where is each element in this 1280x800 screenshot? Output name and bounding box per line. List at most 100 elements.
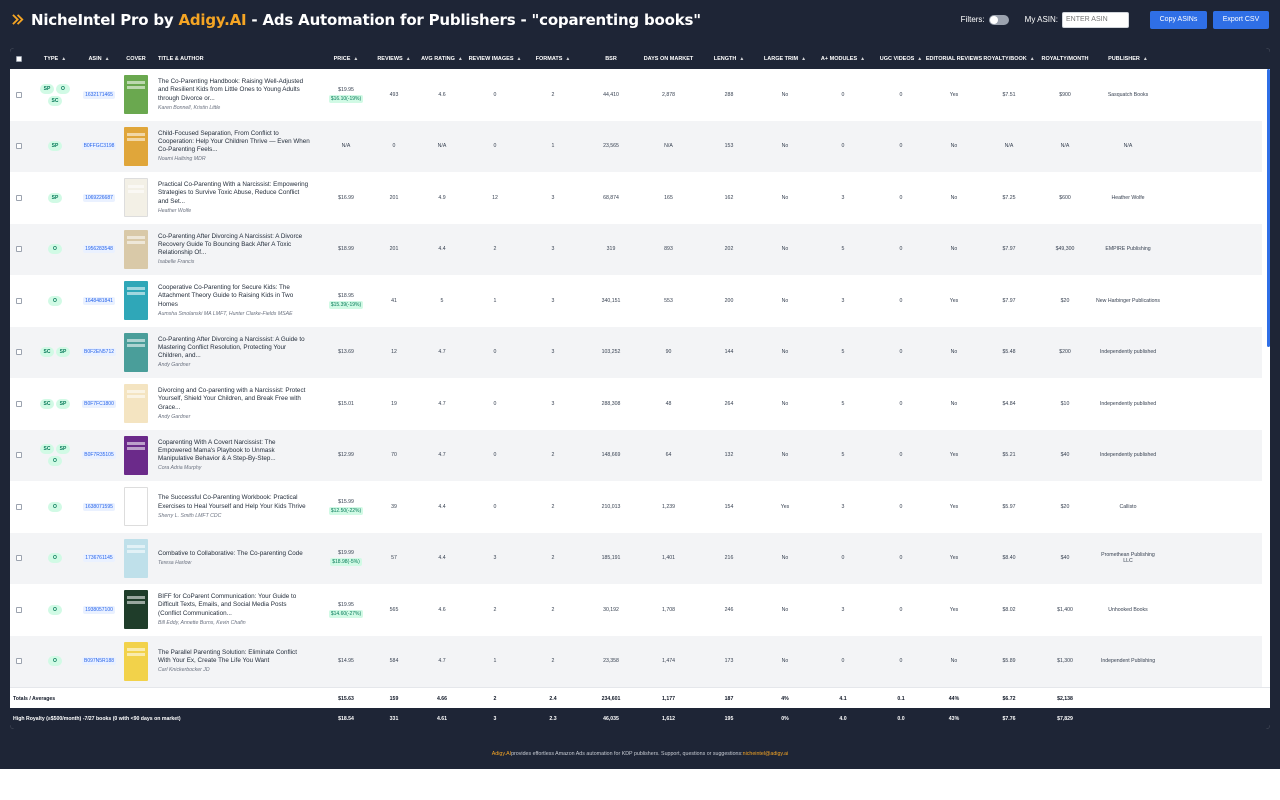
book-cover[interactable]: [124, 487, 148, 526]
book-cover[interactable]: [124, 538, 148, 578]
column-header-length[interactable]: LENGTH ▲: [704, 48, 754, 69]
asin-link[interactable]: B0FFGC3198: [81, 142, 117, 150]
row-checkbox[interactable]: [16, 297, 22, 304]
column-header-trim[interactable]: LARGE TRIM ▲: [758, 48, 812, 69]
column-header-asin[interactable]: ASIN ▲: [78, 48, 120, 69]
column-header-publisher[interactable]: PUBLISHER ▲: [1096, 48, 1160, 69]
table-row[interactable]: O B097N5R188 The Parallel Parenting Soluti…: [10, 635, 1262, 687]
sort-icon[interactable]: ▲: [801, 55, 807, 62]
column-header-days[interactable]: DAYS ON MARKET: [640, 48, 697, 69]
book-cover[interactable]: [124, 75, 148, 114]
column-header-title[interactable]: TITLE & AUTHOR: [158, 48, 310, 69]
asin-link[interactable]: 1648481841: [83, 296, 115, 305]
asin-link[interactable]: 1632171465: [83, 90, 115, 99]
asin-link[interactable]: 1638071595: [83, 502, 115, 511]
row-checkbox[interactable]: [16, 658, 22, 664]
column-header-bsr[interactable]: BSR: [586, 48, 636, 69]
row-checkbox[interactable]: [16, 349, 22, 355]
book-title[interactable]: The Successful Co-Parenting Workbook: Pr…: [158, 494, 306, 510]
asin-link[interactable]: 1069226687: [83, 193, 115, 202]
asin-link[interactable]: 1938057100: [83, 605, 115, 614]
book-cover[interactable]: [124, 178, 148, 217]
column-header-editorial[interactable]: EDITORIAL REVIEWS: [920, 48, 988, 69]
column-header-type[interactable]: TYPE ▲: [37, 48, 73, 69]
asin-link[interactable]: 1736761145: [83, 554, 115, 562]
book-cover[interactable]: [124, 229, 148, 269]
book-cover[interactable]: [124, 641, 148, 681]
row-checkbox[interactable]: [16, 91, 22, 98]
row-checkbox[interactable]: [16, 400, 22, 407]
column-header-rbook[interactable]: ROYALTY/BOOK ▲: [983, 48, 1035, 69]
table-row[interactable]: SP B0FFGC3198 Child-Focused Separation, Fr…: [10, 120, 1262, 172]
row-checkbox[interactable]: [16, 194, 22, 201]
book-title[interactable]: The Co-Parenting Handbook: Raising Well-…: [158, 78, 304, 102]
filters-toggle[interactable]: [988, 14, 1009, 25]
asin-link[interactable]: B097N5R188: [81, 657, 117, 665]
book-cover[interactable]: [124, 332, 148, 372]
column-header-aplus[interactable]: A+ MODULES ▲: [816, 48, 870, 69]
table-row[interactable]: SC SP O B0F7R35105 Coparenting With A Covert…: [10, 429, 1262, 481]
asin-link[interactable]: B0F7FC1800: [82, 399, 116, 408]
sort-icon[interactable]: ▲: [104, 55, 110, 62]
export-csv-button[interactable]: Export CSV: [1213, 10, 1269, 29]
book-cover[interactable]: [124, 384, 148, 423]
sort-icon[interactable]: ▲: [917, 55, 923, 62]
asin-link[interactable]: B0F2EN5712: [81, 348, 117, 356]
column-header-reviews[interactable]: REVIEWS ▲: [371, 48, 417, 69]
column-header-cover[interactable]: COVER: [123, 48, 149, 69]
sort-icon[interactable]: ▲: [1029, 55, 1035, 62]
book-title[interactable]: The Parallel Parenting Solution: Elimina…: [158, 648, 297, 664]
copy-asins-button[interactable]: Copy ASINs: [1150, 10, 1207, 29]
sort-icon[interactable]: ▲: [1142, 55, 1148, 62]
book-title[interactable]: Cooperative Co-Parenting for Secure Kids…: [158, 284, 294, 308]
scrollbar[interactable]: [1267, 69, 1270, 347]
table-row[interactable]: O 1736761145 Combative to Collaborative: T…: [10, 532, 1262, 584]
table-row[interactable]: O 1648481841 Cooperative Co-Parenting for …: [10, 275, 1262, 326]
sort-icon[interactable]: ▲: [405, 55, 411, 62]
row-checkbox[interactable]: [16, 143, 22, 149]
asin-link[interactable]: 1956283548: [83, 245, 115, 253]
book-title[interactable]: BIFF for CoParent Communication: Your Gu…: [158, 593, 297, 617]
column-header-rating[interactable]: AVG RATING ▲: [420, 48, 464, 69]
sort-icon[interactable]: ▲: [457, 55, 463, 62]
column-header-ugc[interactable]: UGC VIDEOS ▲: [874, 48, 928, 69]
row-checkbox[interactable]: [16, 606, 22, 613]
book-cover[interactable]: [124, 126, 148, 166]
footer-email-link[interactable]: nicheintel@adigy.ai: [742, 751, 789, 757]
footer-brand-link[interactable]: Adigy.AI: [491, 751, 512, 757]
book-cover[interactable]: [124, 590, 148, 629]
column-header-images[interactable]: REVIEW IMAGES ▲: [465, 48, 525, 69]
table-row[interactable]: SC SP B0F7FC1800 Divorcing and Co-parenting…: [10, 378, 1262, 429]
column-header-rmonth[interactable]: ROYALTY/MONTH: [1038, 48, 1092, 69]
book-title[interactable]: Practical Co-Parenting With a Narcissist…: [158, 181, 309, 205]
sort-icon[interactable]: ▲: [565, 55, 571, 62]
select-all-checkbox[interactable]: [16, 55, 22, 62]
asin-link[interactable]: B0F7R35105: [82, 451, 116, 459]
sort-icon[interactable]: ▲: [860, 55, 866, 62]
book-title[interactable]: Combative to Collaborative: The Co-paren…: [158, 549, 303, 557]
my-asin-input[interactable]: [1062, 11, 1129, 28]
book-title[interactable]: Child-Focused Separation, From Conflict …: [158, 129, 310, 154]
book-title[interactable]: Co-Parenting After Divorcing a Narcissis…: [158, 335, 305, 360]
table-row[interactable]: O 1938057100 BIFF for CoParent Communicati…: [10, 584, 1262, 635]
table-row[interactable]: SC SP B0F2EN5712 Co-Parenting After Divorci…: [10, 326, 1262, 378]
table-row[interactable]: O 1638071595 The Successful Co-Parenting W…: [10, 481, 1262, 532]
column-header-formats[interactable]: FORMATS ▲: [528, 48, 578, 69]
row-checkbox[interactable]: [16, 452, 22, 458]
sort-icon[interactable]: ▲: [353, 55, 359, 62]
book-cover[interactable]: [124, 281, 148, 320]
book-cover[interactable]: [124, 435, 148, 475]
book-title[interactable]: Co-Parenting After Divorcing A Narcissis…: [158, 232, 303, 257]
table-row[interactable]: O 1956283548 Co-Parenting After Divorcing …: [10, 223, 1262, 275]
row-checkbox[interactable]: [16, 246, 22, 252]
sort-icon[interactable]: ▲: [739, 55, 745, 62]
book-title[interactable]: Coparenting With A Covert Narcissist: Th…: [158, 438, 276, 463]
row-checkbox[interactable]: [16, 555, 22, 561]
table-row[interactable]: SP O SC 1632171465 The Co-Parenting Handbook…: [10, 69, 1262, 120]
table-row[interactable]: SP 1069226687 Practical Co-Parenting With …: [10, 172, 1262, 223]
sort-icon[interactable]: ▲: [516, 55, 522, 62]
sort-icon[interactable]: ▲: [61, 55, 67, 62]
column-header-price[interactable]: PRICE ▲: [326, 48, 366, 69]
book-title[interactable]: Divorcing and Co-parenting with a Narcis…: [158, 387, 306, 411]
row-checkbox[interactable]: [16, 503, 22, 510]
